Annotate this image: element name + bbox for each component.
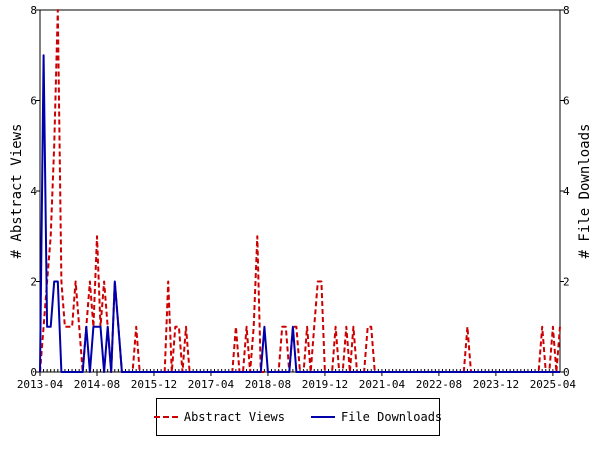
x-tick-label: 2015-12 (131, 378, 177, 391)
y-right-tick-label: 4 (563, 185, 570, 198)
y-axis-right-title: # File Downloads (577, 124, 593, 259)
x-tick-label: 2023-12 (473, 378, 519, 391)
y-right-tick-label: 2 (563, 276, 570, 289)
y-axis-right: 0 2 4 6 8 (560, 4, 570, 379)
series-layer (39, 9, 561, 373)
x-tick-label: 2018-08 (245, 378, 291, 391)
y-left-tick-label: 4 (30, 185, 37, 198)
y-left-tick-label: 6 (30, 95, 37, 108)
y-left-tick-label: 0 (30, 366, 37, 379)
legend: Abstract Views File Downloads (153, 398, 442, 436)
y-left-tick-label: 2 (30, 276, 37, 289)
x-tick-label: 2014-08 (74, 378, 120, 391)
legend-label-abstract-views: Abstract Views (183, 410, 285, 424)
x-tick-label: 2025-04 (530, 378, 577, 391)
x-tick-label: 2021-04 (359, 378, 406, 391)
legend-item-abstract-views: Abstract Views (153, 410, 285, 424)
plot-area (39, 9, 561, 373)
y-left-tick-label: 8 (30, 4, 37, 17)
y-right-tick-label: 8 (563, 4, 570, 17)
legend-label-file-downloads: File Downloads (341, 410, 443, 424)
x-tick-label: 2013-04 (17, 378, 64, 391)
legend-item-file-downloads: File Downloads (311, 410, 442, 424)
y-right-tick-label: 6 (563, 95, 570, 108)
x-tick-label: 2022-08 (416, 378, 462, 391)
x-tick-label: 2017-04 (188, 378, 235, 391)
y-axis-left-title: # Abstract Views (9, 124, 25, 259)
x-tick-label: 2019-12 (302, 378, 348, 391)
legend-swatch-file-downloads (311, 416, 335, 418)
x-axis: 2013-04 2014-08 2015-12 2017-04 2018-08 2019-… (17, 369, 577, 391)
y-axis-left: 0 2 4 6 8 (30, 4, 40, 379)
y-right-tick-label: 0 (563, 366, 570, 379)
series-line-file-downloads (39, 54, 560, 373)
legend-swatch-abstract-views (153, 416, 178, 418)
